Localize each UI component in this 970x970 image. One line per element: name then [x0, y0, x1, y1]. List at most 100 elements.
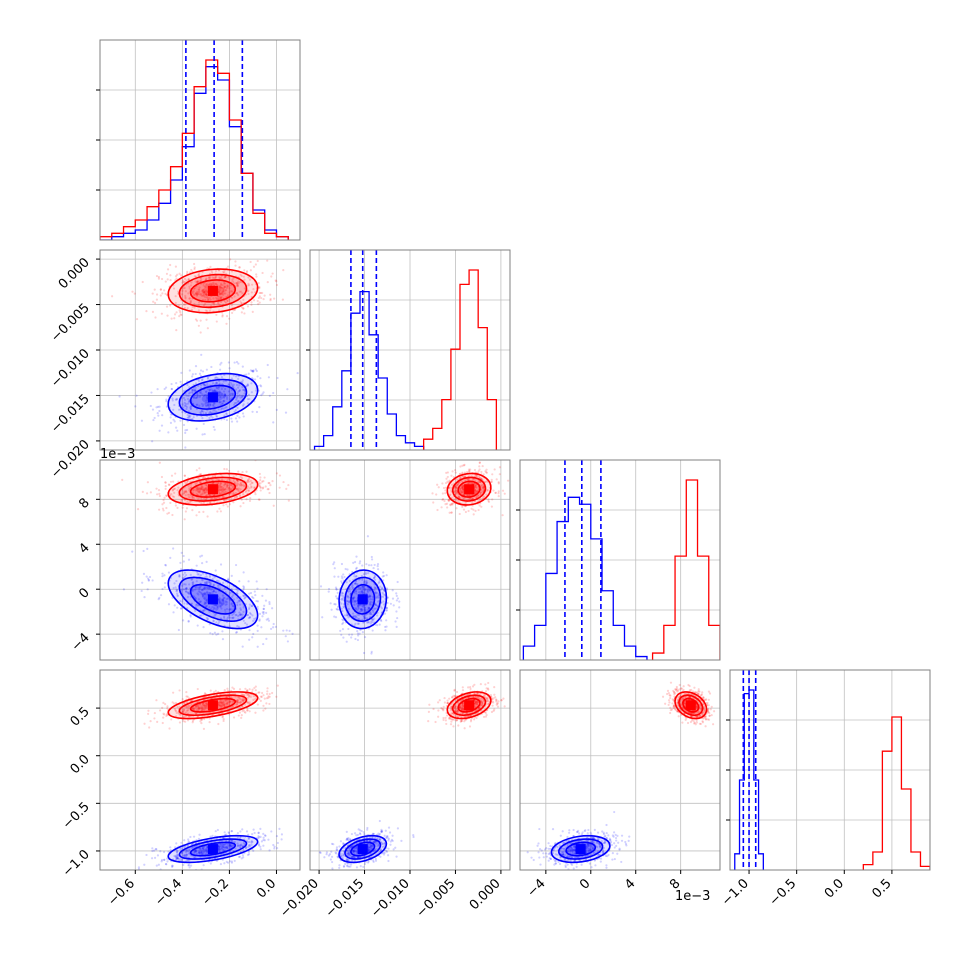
- sample-point: [161, 575, 164, 578]
- sample-point: [167, 511, 171, 514]
- sample-point: [376, 614, 379, 617]
- sample-point: [361, 591, 364, 594]
- sample-point: [191, 721, 194, 724]
- sample-point: [185, 695, 188, 698]
- sample-point: [167, 431, 170, 434]
- sample-point: [437, 486, 440, 489]
- sample-point: [461, 487, 464, 491]
- sample-point: [482, 486, 485, 489]
- sample-point: [475, 495, 478, 498]
- sample-point: [355, 847, 358, 850]
- sample-point: [390, 838, 393, 841]
- sample-point: [480, 470, 483, 474]
- y-tick-label: −0.015: [48, 392, 93, 437]
- sample-point: [463, 497, 466, 500]
- sample-point: [186, 595, 190, 599]
- sample-point: [479, 480, 482, 483]
- sample-point: [356, 583, 359, 586]
- sample-point: [209, 862, 212, 865]
- sample-point: [196, 687, 199, 691]
- sample-point: [195, 396, 198, 400]
- sample-point: [152, 876, 154, 878]
- sample-point: [258, 619, 261, 622]
- sample-point: [486, 489, 489, 492]
- sample-point: [240, 311, 243, 314]
- sample-point: [166, 705, 169, 708]
- sample-point: [267, 488, 270, 491]
- sample-point: [228, 700, 232, 703]
- sample-point: [219, 488, 223, 492]
- sample-point: [246, 402, 249, 405]
- sample-point: [224, 490, 227, 494]
- sample-point: [361, 605, 365, 608]
- sample-point: [248, 843, 251, 847]
- sample-point: [235, 495, 238, 498]
- sample-point: [198, 293, 202, 296]
- sample-point: [247, 853, 251, 856]
- sample-point: [202, 294, 205, 297]
- sample-point: [246, 479, 249, 483]
- sample-point: [202, 403, 205, 406]
- sample-point: [212, 425, 215, 429]
- sample-point: [361, 618, 364, 621]
- sample-point: [238, 855, 242, 858]
- sample-point: [191, 496, 195, 499]
- sample-point: [211, 605, 214, 609]
- sample-point: [212, 282, 215, 286]
- sample-point: [169, 849, 172, 852]
- sample-point: [248, 701, 251, 704]
- sample-point: [223, 392, 226, 396]
- sample-point: [206, 515, 209, 518]
- sample-point: [205, 604, 208, 607]
- sample-point: [192, 293, 196, 297]
- sample-point: [341, 622, 344, 626]
- sample-point: [209, 411, 212, 414]
- sample-point: [450, 502, 453, 506]
- sample-point: [373, 617, 376, 620]
- sample-point: [160, 860, 163, 863]
- sample-point: [158, 461, 161, 464]
- sample-point: [231, 840, 234, 843]
- histogram-series-0: [522, 496, 648, 660]
- sample-point: [171, 397, 174, 400]
- sample-point: [191, 305, 194, 308]
- sample-point: [236, 414, 239, 417]
- sample-point: [342, 636, 345, 639]
- sample-point: [353, 832, 357, 835]
- sample-point: [192, 589, 195, 592]
- sample-point: [203, 587, 206, 590]
- sample-point: [188, 386, 191, 389]
- sample-point: [111, 295, 114, 298]
- sample-point: [379, 855, 382, 858]
- sample-point: [202, 852, 205, 855]
- sample-point: [246, 701, 249, 704]
- sample-point: [180, 859, 183, 862]
- sample-point: [224, 611, 227, 614]
- sample-point: [189, 407, 192, 410]
- sample-point: [146, 577, 150, 580]
- sample-point: [218, 400, 221, 404]
- sample-point: [243, 389, 246, 392]
- sample-point: [236, 844, 240, 847]
- sample-point: [217, 845, 221, 848]
- sample-point: [170, 382, 173, 386]
- sample-point: [211, 382, 215, 385]
- sample-point: [201, 703, 204, 706]
- sample-point: [154, 316, 157, 319]
- sample-point: [153, 416, 156, 420]
- sample-point: [195, 294, 198, 297]
- sample-point: [165, 713, 168, 716]
- sample-point: [224, 387, 227, 391]
- sample-point: [284, 635, 287, 638]
- sample-point: [186, 270, 189, 273]
- sample-point: [474, 479, 477, 482]
- sample-point: [209, 835, 212, 838]
- sample-point: [212, 389, 215, 392]
- sample-point: [384, 625, 387, 629]
- sample-point: [448, 486, 451, 489]
- sample-point: [455, 486, 458, 490]
- x-tick-label: −0.4: [152, 876, 185, 909]
- sample-point: [230, 595, 234, 598]
- sample-point: [201, 589, 204, 592]
- sample-point: [152, 300, 155, 303]
